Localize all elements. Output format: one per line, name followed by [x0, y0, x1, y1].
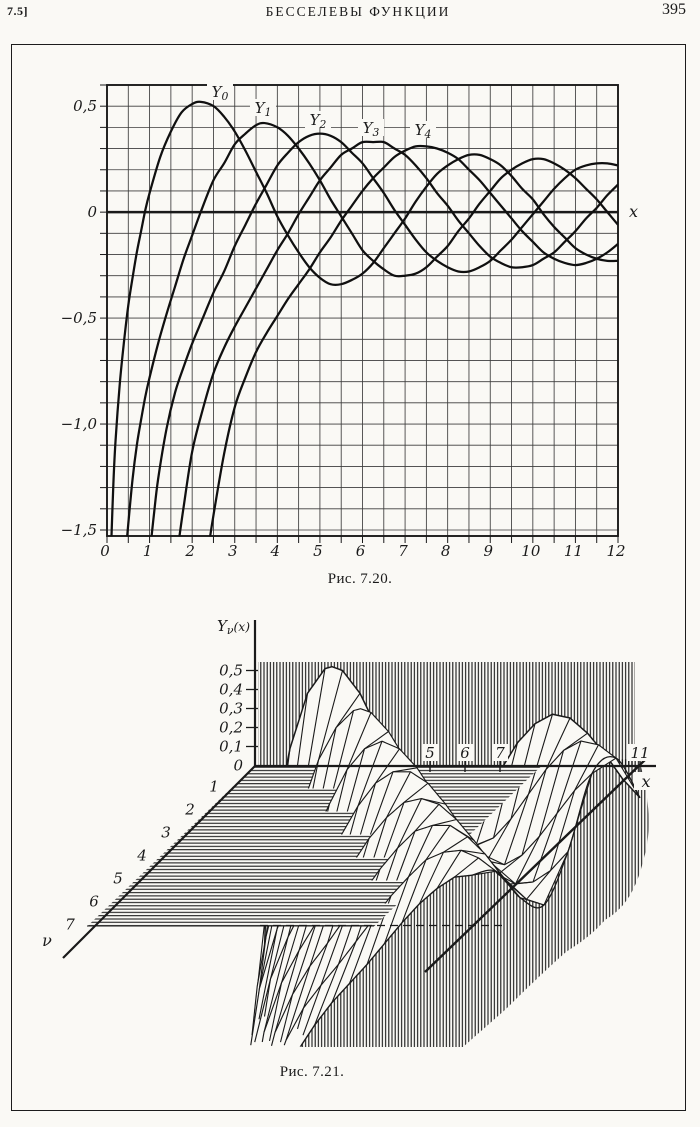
hatch-floor	[135, 857, 446, 881]
svg-text:6: 6	[356, 542, 366, 560]
svg-text:4: 4	[136, 847, 147, 865]
svg-text:7: 7	[495, 744, 505, 762]
svg-text:ν: ν	[42, 931, 52, 950]
svg-text:9: 9	[483, 542, 493, 560]
svg-text:11: 11	[564, 542, 583, 560]
svg-text:4: 4	[270, 542, 281, 560]
curve-Y2	[150, 132, 618, 537]
svg-text:11: 11	[630, 744, 649, 762]
svg-text:8: 8	[441, 542, 451, 560]
svg-text:2: 2	[184, 542, 195, 560]
curve-Y0	[110, 100, 618, 537]
curve-Y3	[178, 140, 618, 537]
svg-text:0,2: 0,2	[219, 719, 243, 737]
svg-text:5: 5	[313, 542, 323, 560]
svg-text:Y3: Y3	[363, 119, 380, 139]
svg-text:2: 2	[184, 801, 195, 819]
svg-text:0: 0	[100, 542, 110, 560]
svg-text:0: 0	[233, 757, 243, 775]
svg-text:0,3: 0,3	[219, 700, 243, 718]
svg-text:7: 7	[398, 542, 408, 560]
curve-Y4	[208, 144, 618, 537]
svg-text:0: 0	[87, 203, 97, 221]
svg-text:−1,5: −1,5	[61, 521, 97, 539]
hatch-floor	[87, 903, 398, 927]
page-number: 395	[662, 1, 686, 18]
section-line	[424, 756, 649, 973]
svg-text:Y0: Y0	[212, 83, 229, 103]
figure-caption-7-21: Рис. 7.21.	[279, 1064, 345, 1080]
svg-text:5: 5	[113, 870, 123, 888]
svg-text:0,4: 0,4	[219, 681, 243, 699]
svg-text:−0,5: −0,5	[61, 309, 97, 327]
content-frame	[11, 44, 686, 1111]
svg-text:x: x	[629, 202, 638, 221]
svg-text:3: 3	[161, 824, 171, 842]
svg-text:5: 5	[425, 744, 435, 762]
figure-caption-7-20: Рис. 7.20.	[327, 571, 393, 587]
svg-text:6: 6	[89, 893, 99, 911]
svg-text:Y4: Y4	[415, 121, 432, 141]
svg-text:3: 3	[228, 542, 238, 560]
svg-text:12: 12	[606, 542, 625, 560]
nu-axis	[62, 765, 256, 959]
svg-text:0,5: 0,5	[73, 97, 97, 115]
bessel-curves	[110, 100, 618, 537]
curve-Y1	[126, 121, 618, 537]
svg-text:Yν(x): Yν(x)	[217, 617, 250, 637]
svg-text:Y2: Y2	[310, 111, 327, 131]
svg-text:x: x	[641, 772, 650, 791]
surface-strip	[159, 771, 568, 1047]
surface-strip	[87, 850, 496, 1047]
svg-text:1: 1	[143, 542, 153, 560]
running-title: БЕССЕЛЕВЫ ФУНКЦИИ	[265, 4, 451, 19]
svg-text:0,1: 0,1	[219, 738, 243, 756]
svg-text:0,5: 0,5	[219, 662, 243, 680]
section-number: 7.5]	[7, 4, 28, 18]
svg-text:1: 1	[209, 778, 219, 796]
svg-text:7: 7	[65, 916, 75, 934]
svg-text:6: 6	[460, 744, 470, 762]
svg-text:10: 10	[521, 542, 541, 560]
svg-text:Y1: Y1	[255, 99, 272, 119]
hatch-floor	[111, 880, 422, 904]
svg-text:−1,0: −1,0	[61, 415, 98, 433]
